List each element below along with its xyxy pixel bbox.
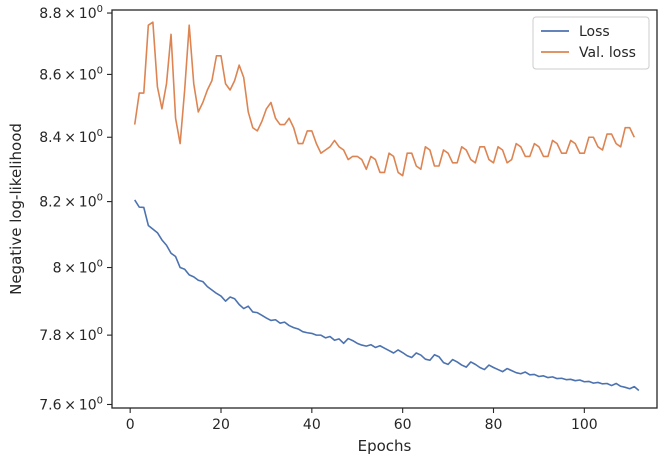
plot-area: [133, 21, 640, 392]
x-tick-label: 20: [212, 417, 230, 433]
y-tick-label: 8.8 × 100: [39, 4, 103, 22]
legend: Loss Val. loss: [532, 16, 650, 70]
series-line-loss: [134, 199, 640, 392]
x-tick-label: 100: [571, 417, 598, 433]
y-tick-label: 8.4 × 100: [39, 128, 103, 146]
legend-box: [532, 16, 650, 70]
y-tick-label: 7.6 × 100: [39, 395, 103, 413]
x-tick-label: 40: [303, 417, 321, 433]
y-tick-label: 8.6 × 100: [39, 65, 103, 83]
legend-label: Val. loss: [579, 45, 636, 61]
plot-frame: [111, 9, 658, 409]
x-axis-label: Epochs: [358, 437, 412, 455]
x-axis-ticks: 0 20 40 60 80 100: [126, 408, 598, 433]
y-tick-label: 7.8 × 100: [39, 326, 103, 344]
y-axis-label: Negative log-likelihood: [7, 123, 25, 295]
y-tick-label: 8 × 100: [53, 259, 103, 277]
y-axis-ticks: 7.6 × 100 7.8 × 100 8 × 100 8.2 × 100 8.4 × …: [39, 4, 112, 413]
y-tick-label: 8.2 × 100: [39, 193, 103, 211]
x-tick-label: 80: [485, 417, 503, 433]
series-line-val-loss: [133, 21, 636, 177]
x-tick-label: 60: [394, 417, 412, 433]
x-tick-label: 0: [126, 417, 135, 433]
legend-label: Loss: [579, 24, 610, 40]
